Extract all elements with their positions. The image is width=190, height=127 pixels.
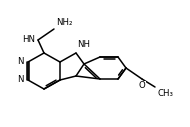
Text: CH₃: CH₃ — [157, 89, 173, 98]
Text: NH: NH — [77, 40, 90, 49]
Text: N: N — [17, 58, 24, 67]
Text: HN: HN — [22, 36, 35, 44]
Text: O: O — [139, 81, 145, 90]
Text: N: N — [17, 75, 24, 84]
Text: NH₂: NH₂ — [56, 18, 73, 27]
